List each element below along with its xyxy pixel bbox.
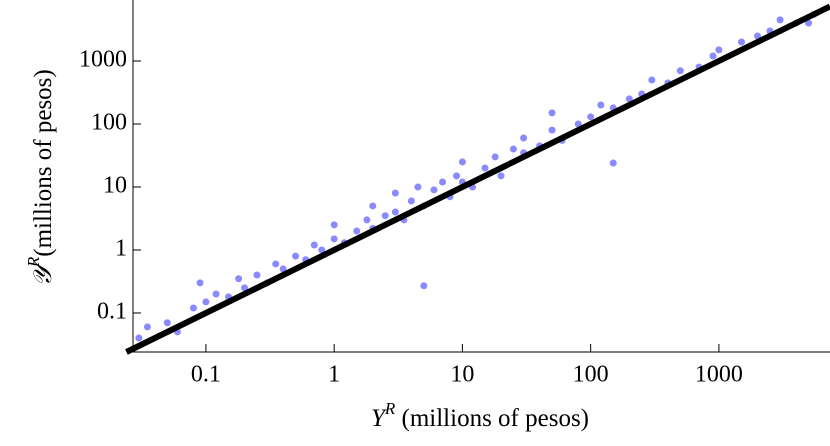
point [381, 212, 389, 220]
point [548, 126, 556, 134]
point [625, 95, 633, 103]
point [391, 208, 399, 216]
point [272, 260, 280, 268]
point [676, 67, 684, 75]
y-label-sup: R [24, 256, 43, 268]
y-tick-label: 0.1 [97, 298, 127, 324]
point [776, 16, 784, 24]
point [143, 323, 151, 331]
x-tick-label: 0.1 [191, 362, 221, 388]
point [439, 178, 447, 186]
y-axis-label: 𝒴R(millions of pesos) [24, 69, 57, 287]
y-tick-label: 100 [91, 109, 127, 135]
x-label-rest: (millions of pesos) [395, 405, 589, 432]
point [189, 304, 197, 312]
point [509, 145, 517, 153]
point [391, 189, 399, 197]
point [805, 19, 813, 27]
point [648, 76, 656, 84]
point [491, 153, 499, 161]
fit-line [125, 3, 830, 355]
point [520, 134, 528, 142]
point [310, 241, 318, 249]
x-axis-label: YR (millions of pesos) [371, 399, 589, 432]
point [420, 282, 428, 290]
point [369, 202, 377, 210]
point [163, 319, 171, 327]
point [292, 252, 300, 260]
point [353, 227, 361, 235]
point [330, 235, 338, 243]
point [414, 183, 422, 191]
point [241, 284, 249, 292]
point [754, 32, 762, 40]
y-tick-label: 1000 [79, 47, 127, 73]
point [196, 279, 204, 287]
point [430, 186, 438, 194]
point [597, 101, 605, 109]
point [574, 120, 582, 128]
point [407, 197, 415, 205]
point [330, 221, 338, 229]
x-tick-label: 1 [328, 362, 340, 388]
point [737, 38, 745, 46]
point [497, 172, 505, 180]
point [253, 271, 261, 279]
point [135, 334, 143, 342]
y-label-rest: (millions of pesos) [30, 69, 57, 257]
point [609, 159, 617, 167]
point [715, 46, 723, 54]
x-tick-label: 1000 [695, 362, 743, 388]
x-tick-label: 10 [450, 362, 474, 388]
x-tick-label: 100 [573, 362, 609, 388]
point [458, 158, 466, 166]
point [279, 265, 287, 273]
point [212, 290, 220, 298]
point [481, 164, 489, 172]
x-label-sup: R [384, 399, 396, 418]
y-tick-label: 1 [115, 235, 127, 261]
point [318, 246, 326, 254]
point [453, 172, 461, 180]
point [587, 113, 595, 121]
point [548, 109, 556, 117]
point [235, 275, 243, 283]
point [363, 216, 371, 224]
point [709, 52, 717, 60]
y-tick-label: 10 [103, 172, 127, 198]
x-label-main: Y [371, 405, 388, 432]
point [202, 298, 210, 306]
